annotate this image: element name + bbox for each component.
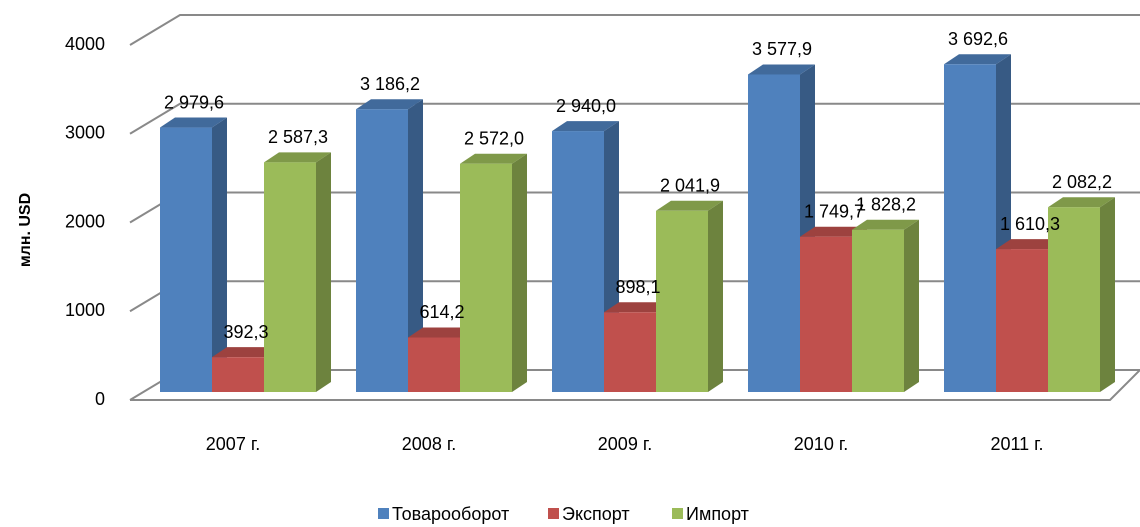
- bar-top: [604, 302, 671, 313]
- bar-top: [852, 219, 919, 230]
- value-label: 898,1: [615, 277, 660, 297]
- legend-label: Экспорт: [562, 504, 630, 524]
- grid-line: [129, 102, 1140, 135]
- bar-top: [944, 54, 1011, 65]
- bar: [1048, 207, 1100, 392]
- value-label: 2 041,9: [660, 176, 720, 196]
- value-label: 2 940,0: [556, 96, 616, 116]
- value-label: 2 082,2: [1052, 172, 1112, 192]
- value-label: 392,3: [223, 322, 268, 342]
- bar-side: [904, 219, 919, 392]
- bar: [944, 64, 996, 393]
- x-tick-label: 2009 г.: [598, 434, 652, 454]
- bar: [356, 109, 408, 393]
- y-tick-label: 4000: [65, 34, 105, 54]
- bar: [852, 229, 904, 392]
- bar-top: [356, 99, 423, 110]
- value-label: 3 577,9: [752, 39, 812, 59]
- bar: [460, 163, 512, 392]
- value-label: 2 587,3: [268, 127, 328, 147]
- bar-top: [408, 327, 475, 338]
- bar-top: [800, 226, 867, 237]
- x-tick-label: 2010 г.: [794, 434, 848, 454]
- legend-swatch: [378, 508, 389, 519]
- bar-side: [408, 99, 423, 393]
- legend-label: Импорт: [686, 504, 749, 524]
- y-axis-label: млн. USD: [17, 193, 34, 267]
- bar-top: [552, 121, 619, 132]
- bar: [800, 236, 852, 392]
- y-tick-label: 3000: [65, 123, 105, 143]
- value-label: 2 979,6: [164, 92, 224, 112]
- bar: [408, 337, 460, 392]
- legend-label: Товарооборот: [392, 504, 509, 524]
- value-label: 1 749,7: [804, 201, 864, 221]
- bar-side: [512, 153, 527, 392]
- value-label: 2 572,0: [464, 128, 524, 148]
- x-tick-label: 2007 г.: [206, 434, 260, 454]
- value-label: 614,2: [419, 302, 464, 322]
- bar: [160, 127, 212, 393]
- grid-line: [129, 14, 1140, 46]
- bar-side: [212, 117, 227, 393]
- bar-top: [264, 152, 331, 163]
- value-label: 3 692,6: [948, 29, 1008, 49]
- bar-top: [160, 117, 227, 128]
- bar-top: [748, 64, 815, 75]
- value-label: 1 828,2: [856, 194, 916, 214]
- value-label: 3 186,2: [360, 74, 420, 94]
- bar: [656, 210, 708, 392]
- bar-top: [1048, 197, 1115, 208]
- y-tick-label: 0: [95, 389, 105, 409]
- legend-swatch: [548, 508, 559, 519]
- bar: [552, 131, 604, 392]
- bar: [264, 162, 316, 392]
- x-tick-label: 2008 г.: [402, 434, 456, 454]
- bar-side: [1100, 197, 1115, 392]
- bar: [604, 312, 656, 392]
- y-tick-label: 1000: [65, 300, 105, 320]
- x-tick-label: 2011 г.: [990, 434, 1043, 454]
- bar-side: [316, 152, 331, 392]
- bar-side: [708, 200, 723, 392]
- y-tick-label: 2000: [65, 211, 105, 231]
- bar-top: [212, 347, 279, 358]
- floor: [130, 369, 1140, 401]
- bar: [996, 249, 1048, 392]
- value-label: 1 610,3: [1000, 214, 1060, 234]
- bar: [748, 74, 800, 393]
- bar-top: [996, 239, 1063, 250]
- bar-top: [460, 153, 527, 164]
- legend-swatch: [672, 508, 683, 519]
- bar: [212, 357, 264, 392]
- bar-top: [656, 200, 723, 211]
